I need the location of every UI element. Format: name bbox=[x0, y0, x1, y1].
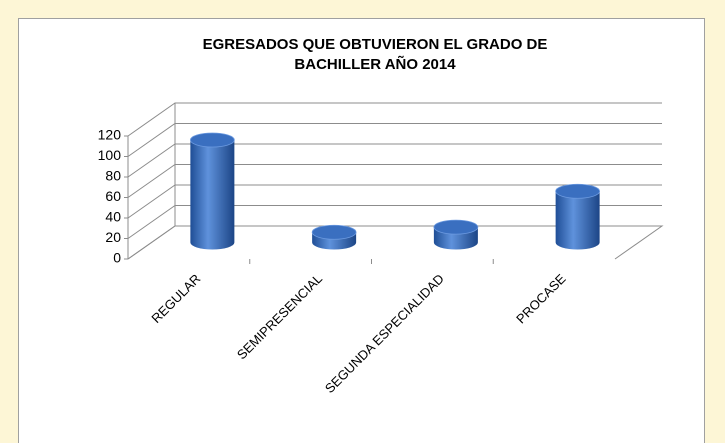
y-tick-label: 80 bbox=[105, 168, 121, 184]
grid-line bbox=[127, 164, 662, 198]
y-tick-label: 20 bbox=[105, 229, 121, 245]
grid-line bbox=[127, 123, 662, 157]
y-tick-label: 40 bbox=[105, 209, 121, 225]
bar-top bbox=[555, 183, 601, 199]
bar-top bbox=[189, 132, 235, 148]
grid-line bbox=[127, 205, 662, 239]
y-tick-label: 120 bbox=[98, 127, 122, 143]
y-tick-label: 60 bbox=[105, 188, 121, 204]
bar-top bbox=[311, 224, 357, 240]
y-tick-label: 0 bbox=[113, 250, 121, 266]
grid-line bbox=[127, 143, 662, 178]
grid-line bbox=[127, 102, 662, 137]
bar-body bbox=[190, 140, 235, 250]
grid-line bbox=[127, 225, 662, 260]
y-tick-label: 100 bbox=[98, 147, 122, 163]
bar-top bbox=[433, 219, 479, 235]
grid-line bbox=[127, 184, 662, 219]
chart-title: BACHILLER AÑO 2014 bbox=[294, 55, 456, 73]
chart-title: EGRESADOS QUE OBTUVIERON EL GRADO DE bbox=[203, 36, 548, 53]
plot-frame bbox=[18, 18, 705, 443]
bar-body bbox=[555, 191, 600, 250]
